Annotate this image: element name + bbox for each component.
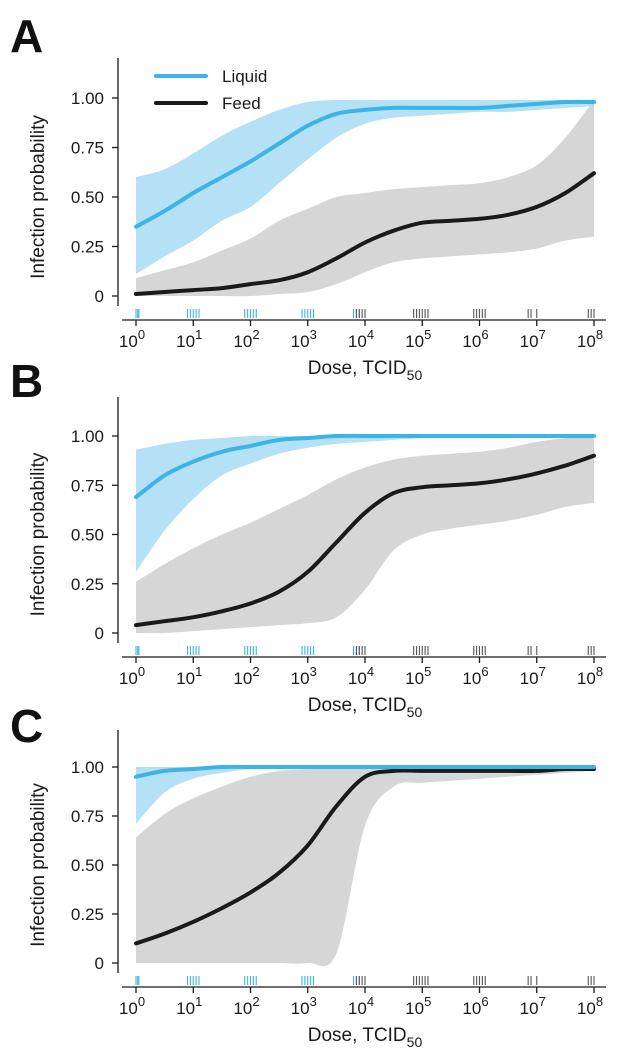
legend-label-feed: Feed [222, 94, 261, 113]
series-line-liquid [134, 99, 596, 229]
x-tick-label: 108 [577, 664, 603, 688]
x-tick-label: 104 [348, 994, 374, 1018]
y-tick-label: 0 [95, 624, 104, 643]
y-tick-label: 0.75 [71, 139, 104, 158]
y-tick-label: 1.00 [71, 427, 104, 446]
x-tick-label: 105 [405, 327, 431, 351]
y-tick-label: 0 [95, 954, 104, 973]
panel-c: C 0 0.25 0.50 0.75 1.00 Infection probability 1… [10, 700, 606, 1050]
panel-letter: A [10, 10, 43, 62]
x-tick-label: 101 [176, 994, 202, 1018]
x-tick-label: 101 [176, 664, 202, 688]
panel-letter: B [10, 355, 43, 407]
x-tick-label: 106 [462, 664, 488, 688]
ci-band-feed [136, 766, 594, 967]
series-line-liquid [134, 764, 596, 779]
x-tick-label: 105 [405, 664, 431, 688]
y-axis-label: Infection probability [28, 783, 49, 947]
x-tick-label: 103 [291, 327, 317, 351]
x-tick-label: 105 [405, 994, 431, 1018]
x-tick-label: 108 [577, 994, 603, 1018]
ci-band-liquid [136, 766, 594, 824]
x-tick-label: 108 [577, 327, 603, 351]
x-tick-label: 104 [348, 664, 374, 688]
ci-band-liquid [136, 99, 594, 275]
panel-a: A 0 0.25 0.50 0.75 1.00 Infection probability 1… [10, 10, 606, 383]
x-tick-label: 106 [462, 994, 488, 1018]
y-tick-label: 0.25 [71, 238, 104, 257]
x-tick-label: 102 [233, 664, 259, 688]
x-tick-label: 107 [520, 327, 546, 351]
y-tick-label: 0.50 [71, 856, 104, 875]
series-line-feed [134, 171, 596, 296]
y-tick-label: 0.25 [71, 575, 104, 594]
series-line-feed [134, 766, 596, 946]
x-axis-label: Dose, TCID50 [308, 358, 423, 383]
x-tick-label: 101 [176, 327, 202, 351]
y-tick-label: 0.75 [71, 476, 104, 495]
legend-label-liquid: Liquid [222, 67, 267, 86]
x-tick-label: 103 [291, 994, 317, 1018]
ci-band-feed [136, 100, 594, 297]
panel-b: B 0 0.25 0.50 0.75 1.00 Infection probability 1… [10, 355, 606, 720]
x-tick-label: 102 [233, 994, 259, 1018]
y-tick-label: 1.00 [71, 89, 104, 108]
series-line-liquid [134, 433, 596, 500]
x-tick-label: 100 [119, 664, 145, 688]
y-tick-label: 0.75 [71, 807, 104, 826]
x-tick-label: 100 [119, 994, 145, 1018]
panel-letter: C [10, 700, 43, 752]
y-tick-label: 0.25 [71, 905, 104, 924]
x-tick-label: 107 [520, 664, 546, 688]
x-tick-label: 102 [233, 327, 259, 351]
x-tick-label: 106 [462, 327, 488, 351]
legend: Liquid Feed [154, 67, 267, 113]
x-tick-label: 104 [348, 327, 374, 351]
y-axis-label: Infection probability [28, 115, 49, 279]
x-axis-label: Dose, TCID50 [308, 1025, 423, 1049]
y-tick-label: 0 [95, 287, 104, 306]
x-tick-label: 103 [291, 664, 317, 688]
ci-band-liquid [136, 435, 594, 572]
x-tick-label: 107 [520, 994, 546, 1018]
series-line-feed [134, 453, 596, 628]
x-tick-label: 100 [119, 327, 145, 351]
y-tick-label: 0.50 [71, 188, 104, 207]
x-axis-label: Dose, TCID50 [308, 695, 423, 720]
y-tick-label: 1.00 [71, 758, 104, 777]
y-tick-label: 0.50 [71, 526, 104, 545]
y-axis-label: Infection probability [28, 452, 49, 616]
